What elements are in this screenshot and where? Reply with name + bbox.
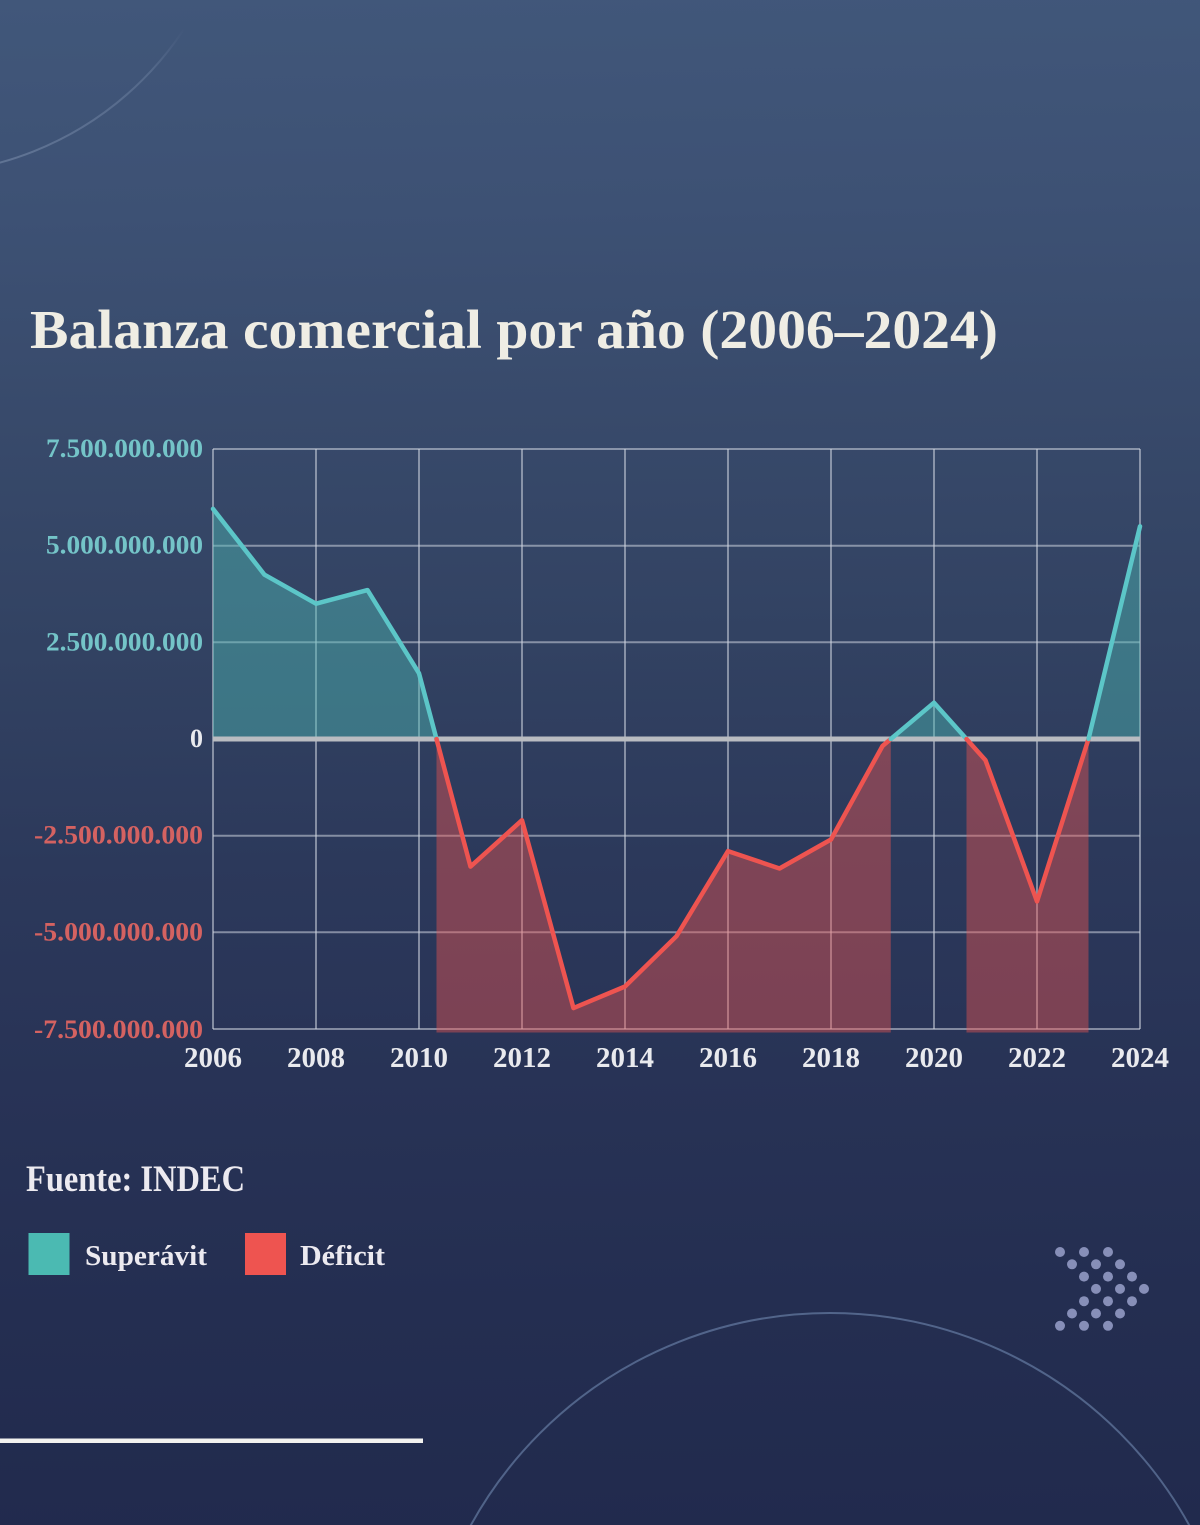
svg-text:2006: 2006 bbox=[184, 1042, 242, 1074]
svg-text:2.500.000.000: 2.500.000.000 bbox=[46, 627, 203, 656]
svg-text:2010: 2010 bbox=[390, 1042, 448, 1074]
svg-text:Balanza comercial por año (200: Balanza comercial por año (2006–2024) bbox=[30, 299, 998, 360]
svg-text:2020: 2020 bbox=[905, 1042, 963, 1074]
svg-text:2024: 2024 bbox=[1111, 1042, 1169, 1074]
svg-text:7.500.000.000: 7.500.000.000 bbox=[46, 434, 203, 463]
svg-text:2016: 2016 bbox=[699, 1042, 757, 1074]
svg-text:2012: 2012 bbox=[493, 1042, 551, 1074]
svg-text:Déficit: Déficit bbox=[300, 1240, 385, 1272]
svg-text:Superávit: Superávit bbox=[85, 1240, 207, 1272]
svg-text:Fuente: INDEC: Fuente: INDEC bbox=[26, 1159, 245, 1200]
svg-text:2018: 2018 bbox=[802, 1042, 860, 1074]
svg-text:2014: 2014 bbox=[596, 1042, 654, 1074]
svg-text:0: 0 bbox=[190, 724, 203, 753]
svg-text:2008: 2008 bbox=[287, 1042, 345, 1074]
svg-text:-2.500.000.000: -2.500.000.000 bbox=[34, 821, 203, 850]
svg-text:2022: 2022 bbox=[1008, 1042, 1066, 1074]
svg-text:5.000.000.000: 5.000.000.000 bbox=[46, 531, 203, 560]
svg-text:-7.500.000.000: -7.500.000.000 bbox=[34, 1015, 203, 1044]
svg-text:-5.000.000.000: -5.000.000.000 bbox=[34, 917, 203, 946]
